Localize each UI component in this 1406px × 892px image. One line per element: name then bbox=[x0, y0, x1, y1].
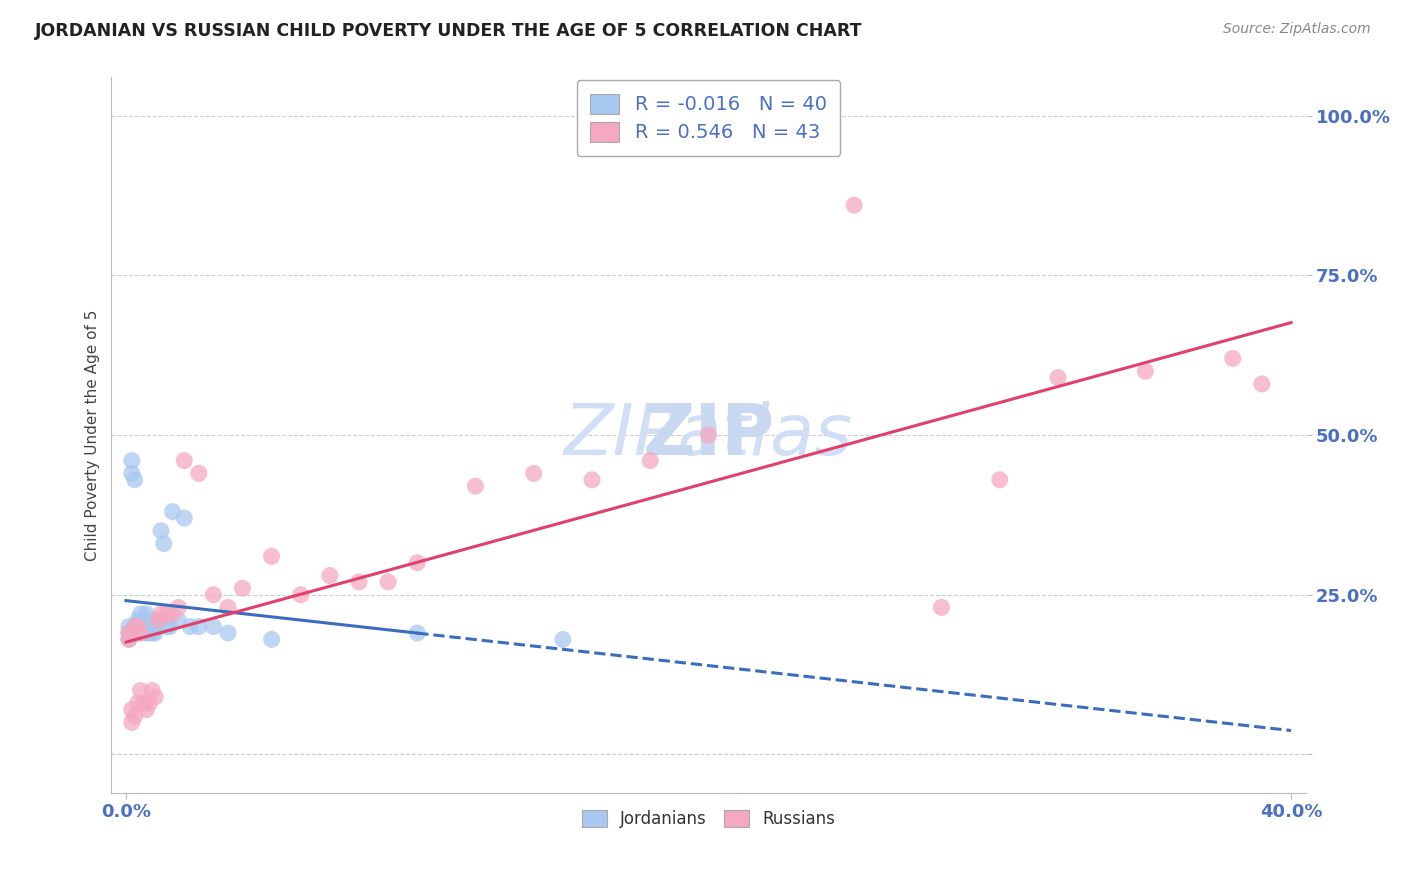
Point bbox=[138, 696, 160, 710]
Point bbox=[127, 626, 149, 640]
Point bbox=[290, 588, 312, 602]
Point bbox=[173, 453, 195, 467]
Point bbox=[162, 505, 184, 519]
Point bbox=[129, 626, 152, 640]
Point bbox=[132, 619, 155, 633]
Point bbox=[1222, 351, 1244, 366]
Point bbox=[135, 626, 157, 640]
Point bbox=[187, 619, 209, 633]
Point bbox=[143, 690, 166, 704]
Point bbox=[551, 632, 574, 647]
Point bbox=[146, 619, 169, 633]
Point bbox=[132, 613, 155, 627]
Point bbox=[141, 683, 163, 698]
Point bbox=[124, 709, 146, 723]
Point bbox=[187, 467, 209, 481]
Point bbox=[202, 619, 225, 633]
Point bbox=[127, 696, 149, 710]
Point bbox=[132, 696, 155, 710]
Point bbox=[638, 453, 661, 467]
Text: ZIP: ZIP bbox=[643, 401, 775, 469]
Point bbox=[141, 626, 163, 640]
Point bbox=[1046, 370, 1069, 384]
Point bbox=[406, 556, 429, 570]
Point bbox=[118, 619, 141, 633]
Point bbox=[129, 626, 152, 640]
Point bbox=[135, 703, 157, 717]
Point bbox=[581, 473, 603, 487]
Point bbox=[167, 613, 190, 627]
Point bbox=[127, 619, 149, 633]
Point bbox=[523, 467, 546, 481]
Point bbox=[156, 619, 179, 633]
Point bbox=[842, 198, 865, 212]
Point bbox=[697, 428, 720, 442]
Y-axis label: Child Poverty Under the Age of 5: Child Poverty Under the Age of 5 bbox=[86, 310, 100, 561]
Point bbox=[162, 607, 184, 621]
Point bbox=[143, 619, 166, 633]
Point bbox=[146, 613, 169, 627]
Point bbox=[118, 632, 141, 647]
Legend: Jordanians, Russians: Jordanians, Russians bbox=[575, 803, 842, 834]
Text: ZIPatlas: ZIPatlas bbox=[564, 401, 853, 469]
Point bbox=[406, 626, 429, 640]
Point bbox=[149, 524, 172, 538]
Point bbox=[231, 582, 253, 596]
Point bbox=[129, 607, 152, 621]
Point bbox=[146, 613, 169, 627]
Point bbox=[260, 632, 283, 647]
Point bbox=[347, 574, 370, 589]
Point bbox=[149, 607, 172, 621]
Text: JORDANIAN VS RUSSIAN CHILD POVERTY UNDER THE AGE OF 5 CORRELATION CHART: JORDANIAN VS RUSSIAN CHILD POVERTY UNDER… bbox=[35, 22, 863, 40]
Point bbox=[124, 619, 146, 633]
Point bbox=[159, 619, 181, 633]
Point bbox=[118, 632, 141, 647]
Point bbox=[118, 626, 141, 640]
Point bbox=[127, 613, 149, 627]
Point bbox=[124, 473, 146, 487]
Point bbox=[124, 619, 146, 633]
Point bbox=[121, 703, 143, 717]
Point bbox=[931, 600, 953, 615]
Point bbox=[319, 568, 342, 582]
Point bbox=[464, 479, 486, 493]
Point bbox=[141, 613, 163, 627]
Point bbox=[153, 536, 176, 550]
Point bbox=[129, 683, 152, 698]
Point bbox=[124, 626, 146, 640]
Point bbox=[121, 715, 143, 730]
Point bbox=[260, 549, 283, 564]
Point bbox=[217, 600, 239, 615]
Point bbox=[138, 626, 160, 640]
Point bbox=[143, 626, 166, 640]
Point bbox=[121, 453, 143, 467]
Point bbox=[118, 626, 141, 640]
Point bbox=[179, 619, 201, 633]
Point bbox=[377, 574, 399, 589]
Point bbox=[135, 607, 157, 621]
Text: Source: ZipAtlas.com: Source: ZipAtlas.com bbox=[1223, 22, 1371, 37]
Point bbox=[138, 619, 160, 633]
Point bbox=[167, 600, 190, 615]
Point bbox=[988, 473, 1011, 487]
Point bbox=[135, 619, 157, 633]
Point bbox=[173, 511, 195, 525]
Point bbox=[1251, 376, 1274, 391]
Point bbox=[1135, 364, 1157, 378]
Point bbox=[129, 619, 152, 633]
Point bbox=[217, 626, 239, 640]
Point bbox=[121, 467, 143, 481]
Point bbox=[156, 607, 179, 621]
Point bbox=[202, 588, 225, 602]
